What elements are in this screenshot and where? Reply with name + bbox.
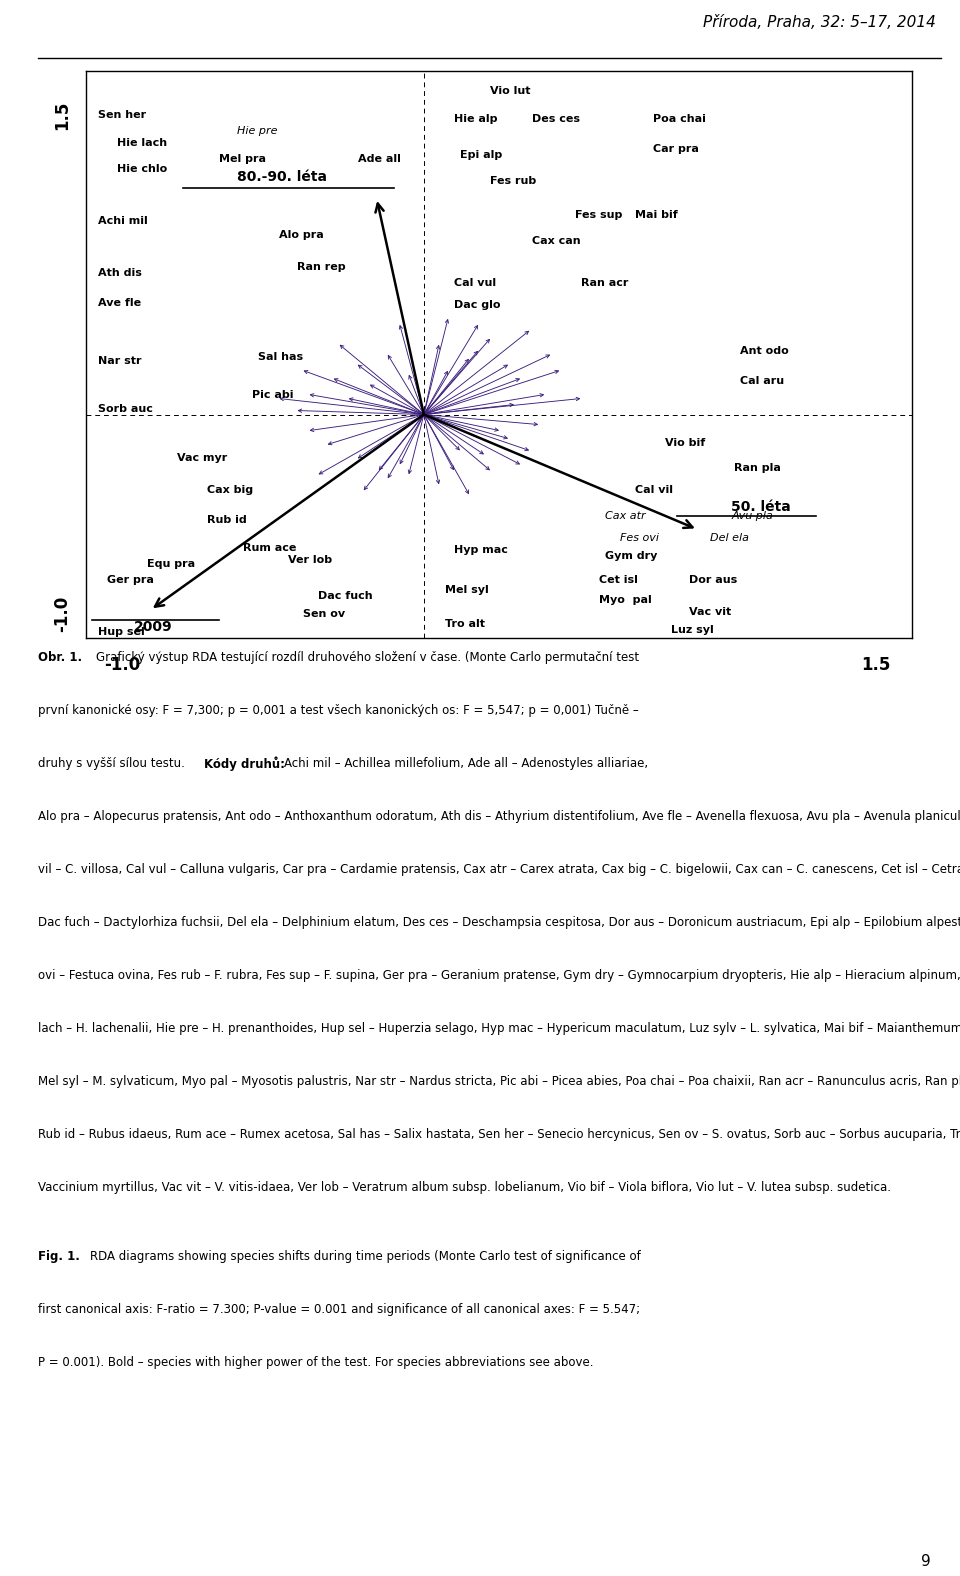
Text: Rub id – Rubus idaeus, Rum ace – Rumex acetosa, Sal has – Salix hastata, Sen her: Rub id – Rubus idaeus, Rum ace – Rumex a… — [38, 1128, 960, 1141]
Text: Achi mil – Achillea millefolium, Ade all – Adenostyles alliariae,: Achi mil – Achillea millefolium, Ade all… — [284, 756, 648, 769]
Text: Obr. 1.: Obr. 1. — [38, 651, 83, 663]
Text: Sen ov: Sen ov — [303, 610, 346, 619]
Text: Cax atr: Cax atr — [605, 512, 645, 522]
Text: Poa chai: Poa chai — [653, 113, 706, 125]
Text: Vaccinium myrtillus, Vac vit – V. vitis-idaea, Ver lob – Veratrum album subsp. l: Vaccinium myrtillus, Vac vit – V. vitis-… — [38, 1180, 892, 1195]
Text: Cal vul: Cal vul — [454, 277, 496, 288]
Text: Nar str: Nar str — [99, 356, 142, 366]
Text: Cax can: Cax can — [533, 236, 581, 246]
Text: Ant odo: Ant odo — [740, 345, 789, 356]
Text: Hie lach: Hie lach — [116, 137, 167, 148]
Text: Mel syl: Mel syl — [445, 585, 489, 596]
Text: Achi mil: Achi mil — [99, 216, 148, 225]
Text: Fig. 1.: Fig. 1. — [38, 1250, 81, 1262]
Text: Dac fuch: Dac fuch — [319, 591, 373, 602]
Text: Fes sup: Fes sup — [574, 210, 622, 219]
Text: Ran pla: Ran pla — [734, 463, 781, 473]
Text: Luz syl: Luz syl — [671, 626, 713, 635]
Text: Del ela: Del ela — [710, 533, 749, 544]
Text: Fes ovi: Fes ovi — [620, 533, 659, 544]
Text: Kódy druhů:: Kódy druhů: — [204, 756, 284, 771]
Text: vil – C. villosa, Cal vul – Calluna vulgaris, Car pra – Cardamie pratensis, Cax : vil – C. villosa, Cal vul – Calluna vulg… — [38, 862, 960, 876]
Text: Mel pra: Mel pra — [219, 154, 266, 164]
Text: Pic abi: Pic abi — [252, 389, 294, 400]
Text: Ran rep: Ran rep — [298, 262, 346, 271]
Text: Cal aru: Cal aru — [740, 375, 784, 386]
Text: Cal vil: Cal vil — [635, 485, 673, 495]
Text: Příroda, Praha, 32: 5–17, 2014: Příroda, Praha, 32: 5–17, 2014 — [703, 14, 936, 30]
Text: Mai bif: Mai bif — [635, 210, 678, 219]
Text: Vio lut: Vio lut — [491, 87, 531, 96]
Text: -1.0: -1.0 — [105, 656, 141, 675]
Text: Cet isl: Cet isl — [599, 575, 637, 585]
Text: Hie alp: Hie alp — [454, 113, 497, 125]
Text: 1.5: 1.5 — [54, 101, 71, 129]
Text: Vac vit: Vac vit — [689, 607, 732, 618]
Text: Ger pra: Ger pra — [108, 575, 155, 585]
Text: Dac fuch – Dactylorhiza fuchsii, Del ela – Delphinium elatum, Des ces – Deschamp: Dac fuch – Dactylorhiza fuchsii, Del ela… — [38, 916, 960, 928]
Text: P = 0.001). Bold – species with higher power of the test. For species abbreviati: P = 0.001). Bold – species with higher p… — [38, 1355, 594, 1370]
Text: Alo pra: Alo pra — [279, 230, 324, 240]
Text: Hup sel: Hup sel — [99, 627, 145, 637]
Text: Ath dis: Ath dis — [99, 268, 142, 277]
Text: Grafický výstup RDA testující rozdíl druhového složení v čase. (Monte Carlo perm: Grafický výstup RDA testující rozdíl dru… — [96, 651, 639, 663]
Text: 80.-90. léta: 80.-90. léta — [237, 170, 327, 184]
Text: Alo pra – Alopecurus pratensis, Ant odo – Anthoxanthum odoratum, Ath dis – Athyr: Alo pra – Alopecurus pratensis, Ant odo … — [38, 810, 960, 823]
Text: druhy s vyšší sílou testu.: druhy s vyšší sílou testu. — [38, 756, 189, 769]
Text: RDA diagrams showing species shifts during time periods (Monte Carlo test of sig: RDA diagrams showing species shifts duri… — [90, 1250, 641, 1262]
Text: Ran acr: Ran acr — [581, 277, 628, 288]
Text: Avu pla: Avu pla — [732, 512, 773, 522]
Text: Sorb auc: Sorb auc — [99, 403, 154, 413]
Text: Mel syl – M. sylvaticum, Myo pal – Myosotis palustris, Nar str – Nardus stricta,: Mel syl – M. sylvaticum, Myo pal – Myoso… — [38, 1075, 960, 1087]
Text: first canonical axis: F-ratio = 7.300; P-value = 0.001 and significance of all c: first canonical axis: F-ratio = 7.300; P… — [38, 1303, 640, 1316]
Text: Tro alt: Tro alt — [445, 619, 485, 629]
Text: Fes rub: Fes rub — [491, 177, 537, 186]
Text: Dac glo: Dac glo — [454, 299, 500, 309]
Text: 2009: 2009 — [133, 621, 172, 634]
Text: Dor aus: Dor aus — [689, 575, 737, 585]
Text: Vio bif: Vio bif — [665, 438, 706, 448]
Text: Gym dry: Gym dry — [605, 552, 657, 561]
Text: Ver lob: Ver lob — [288, 555, 332, 566]
Text: Sen her: Sen her — [99, 110, 147, 120]
Text: Ade all: Ade all — [357, 154, 400, 164]
Text: 1.5: 1.5 — [861, 656, 891, 675]
Text: Equ pra: Equ pra — [147, 559, 195, 569]
Text: Vac myr: Vac myr — [177, 454, 228, 463]
Text: Cax big: Cax big — [207, 485, 253, 495]
Text: Rum ace: Rum ace — [243, 544, 297, 553]
Text: 9: 9 — [922, 1554, 931, 1570]
Text: Des ces: Des ces — [533, 113, 581, 125]
Text: Sal has: Sal has — [258, 351, 303, 361]
Text: Rub id: Rub id — [207, 515, 247, 525]
Text: Car pra: Car pra — [653, 143, 699, 154]
Text: Hyp mac: Hyp mac — [454, 545, 508, 555]
Text: Ave fle: Ave fle — [99, 298, 141, 307]
Text: Hie pre: Hie pre — [237, 126, 277, 136]
Text: 50. léta: 50. léta — [732, 501, 791, 514]
Text: Hie chlo: Hie chlo — [116, 164, 167, 173]
Text: Epi alp: Epi alp — [460, 150, 502, 159]
Text: -1.0: -1.0 — [54, 596, 71, 632]
Text: lach – H. lachenalii, Hie pre – H. prenanthoides, Hup sel – Huperzia selago, Hyp: lach – H. lachenalii, Hie pre – H. prena… — [38, 1021, 960, 1035]
Text: první kanonické osy: F = 7,300; p = 0,001 a test všech kanonických os: F = 5,547: první kanonické osy: F = 7,300; p = 0,00… — [38, 704, 639, 717]
Text: Myo  pal: Myo pal — [599, 596, 652, 605]
Text: ovi – Festuca ovina, Fes rub – F. rubra, Fes sup – F. supina, Ger pra – Geranium: ovi – Festuca ovina, Fes rub – F. rubra,… — [38, 969, 960, 982]
